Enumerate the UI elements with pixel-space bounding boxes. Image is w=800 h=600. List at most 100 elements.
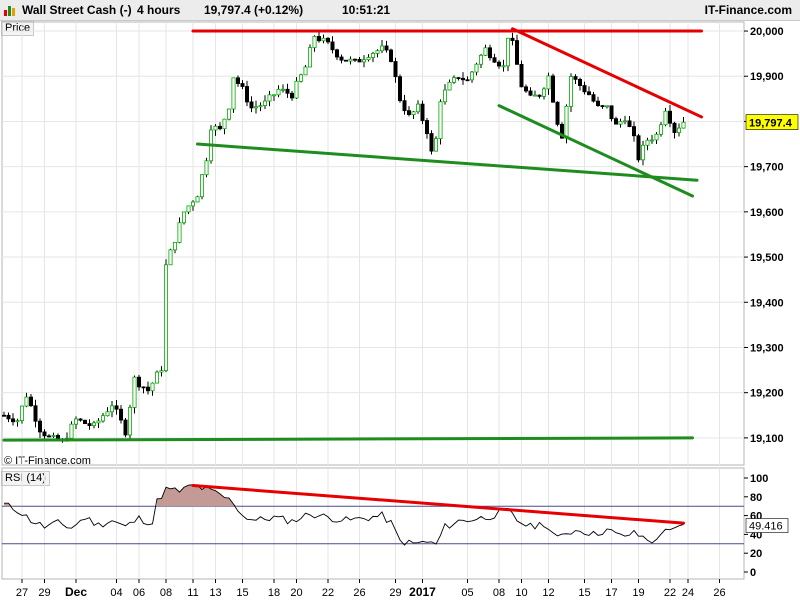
x-axis: 27 29 Dec 04 06 08 11 13 15 18 20 22 26 29 2017 05 08 10 1…	[16, 579, 726, 599]
candle-body	[524, 86, 529, 92]
price-trendline	[196, 142, 699, 182]
candle-body	[361, 59, 366, 63]
candle-body	[150, 382, 155, 392]
price-ytick-label: 19,400	[750, 297, 784, 309]
candle-body	[92, 422, 97, 426]
candle-body	[244, 86, 249, 103]
candle-body	[136, 376, 141, 388]
candle-body	[303, 66, 308, 76]
rsi-plot	[2, 484, 744, 546]
price-trendline	[2, 436, 694, 442]
timeframe-label[interactable]: 4 hours	[137, 3, 181, 17]
last-price-tag	[745, 114, 799, 130]
x-tick-label: 08	[160, 587, 172, 599]
candle-body	[312, 36, 317, 49]
candle-body	[415, 103, 420, 113]
candle-body	[627, 120, 632, 127]
candle-body	[609, 105, 614, 120]
last-price-change: 19,797.4 (+0.12%)	[204, 3, 304, 17]
candle-body	[271, 94, 276, 97]
candle-body	[19, 405, 24, 421]
candle-body	[231, 77, 236, 110]
last-price-label: 19,797.4	[749, 118, 793, 130]
candle-body	[469, 71, 474, 81]
x-tick-label: 12	[542, 587, 554, 599]
x-tick-label: 10	[515, 587, 527, 599]
x-tick-label: 08	[493, 587, 505, 599]
watermark: © IT-Finance.com	[4, 455, 91, 467]
candle-body	[519, 63, 524, 88]
candle-body	[406, 110, 411, 115]
candle-body	[379, 45, 384, 52]
x-tick-label: 22	[322, 587, 334, 599]
candle-body	[114, 405, 119, 410]
candle-body	[119, 408, 124, 421]
x-tick-label: Dec	[65, 585, 87, 599]
candle-body	[456, 77, 461, 80]
rsi-ytick-label: 0	[750, 567, 756, 579]
price-ytick-label: 19,500	[750, 252, 784, 264]
candle-body	[564, 105, 569, 139]
candle-body	[253, 106, 258, 109]
instrument-name: Wall Street Cash (-)	[22, 3, 132, 17]
candle-body	[388, 49, 393, 62]
candle-body	[172, 241, 177, 251]
candle-body	[267, 94, 272, 102]
time-label: 10:51:21	[342, 3, 391, 17]
candle-body	[294, 80, 299, 99]
x-tick-label: 11	[187, 587, 198, 599]
candle-body	[478, 54, 483, 65]
candle-body	[240, 83, 245, 87]
candle-body	[370, 52, 375, 58]
candle-body	[235, 77, 240, 84]
candle-body	[177, 222, 182, 243]
candle-body	[654, 133, 659, 141]
x-tick-label: 26	[353, 587, 365, 599]
candle-body	[569, 76, 574, 107]
candle-body	[262, 100, 267, 106]
x-tick-label: 19	[632, 587, 644, 599]
candle-body	[307, 47, 312, 68]
candle-body	[397, 76, 402, 102]
candle-body	[663, 110, 668, 126]
rsi-ytick-label: 20	[750, 548, 762, 560]
candle-body	[411, 111, 416, 115]
price-ytick-label: 20,000	[750, 26, 784, 38]
candle-body	[222, 118, 227, 130]
candle-body	[659, 124, 664, 135]
candle-body	[560, 123, 565, 139]
candle-body	[145, 386, 150, 392]
candle-body	[226, 108, 231, 120]
price-ytick-label: 19,900	[750, 71, 784, 83]
candle-body	[357, 59, 362, 63]
x-tick-label: 13	[209, 587, 221, 599]
rsi-overbought-fill	[4, 484, 238, 507]
candle-body	[533, 94, 538, 97]
x-tick-label: 15	[578, 587, 590, 599]
candle-body	[42, 431, 47, 437]
candle-body	[132, 376, 137, 408]
x-tick-label: 26	[713, 587, 725, 599]
candle-body	[438, 101, 443, 140]
candle-body	[668, 110, 673, 124]
candle-body	[325, 37, 330, 43]
candle-body	[24, 396, 29, 407]
rsi-ytick-label: 100	[750, 473, 768, 485]
candle-body	[321, 37, 326, 42]
candle-body	[505, 37, 510, 67]
candle-body	[258, 105, 263, 108]
candle-body	[186, 205, 191, 213]
price-ytick-label: 19,700	[750, 162, 784, 174]
candle-body	[451, 77, 456, 83]
candle-body	[123, 419, 128, 436]
x-tick-label: 29	[389, 587, 401, 599]
candle-body	[10, 418, 15, 423]
candle-body	[280, 88, 285, 91]
price-panel-frame	[1, 21, 745, 466]
candle-body	[433, 138, 438, 152]
rsi-trendline	[191, 484, 685, 525]
candle-body	[276, 88, 281, 96]
candle-body	[393, 61, 398, 78]
candle-body	[195, 196, 200, 203]
x-tick-label: 17	[605, 587, 617, 599]
